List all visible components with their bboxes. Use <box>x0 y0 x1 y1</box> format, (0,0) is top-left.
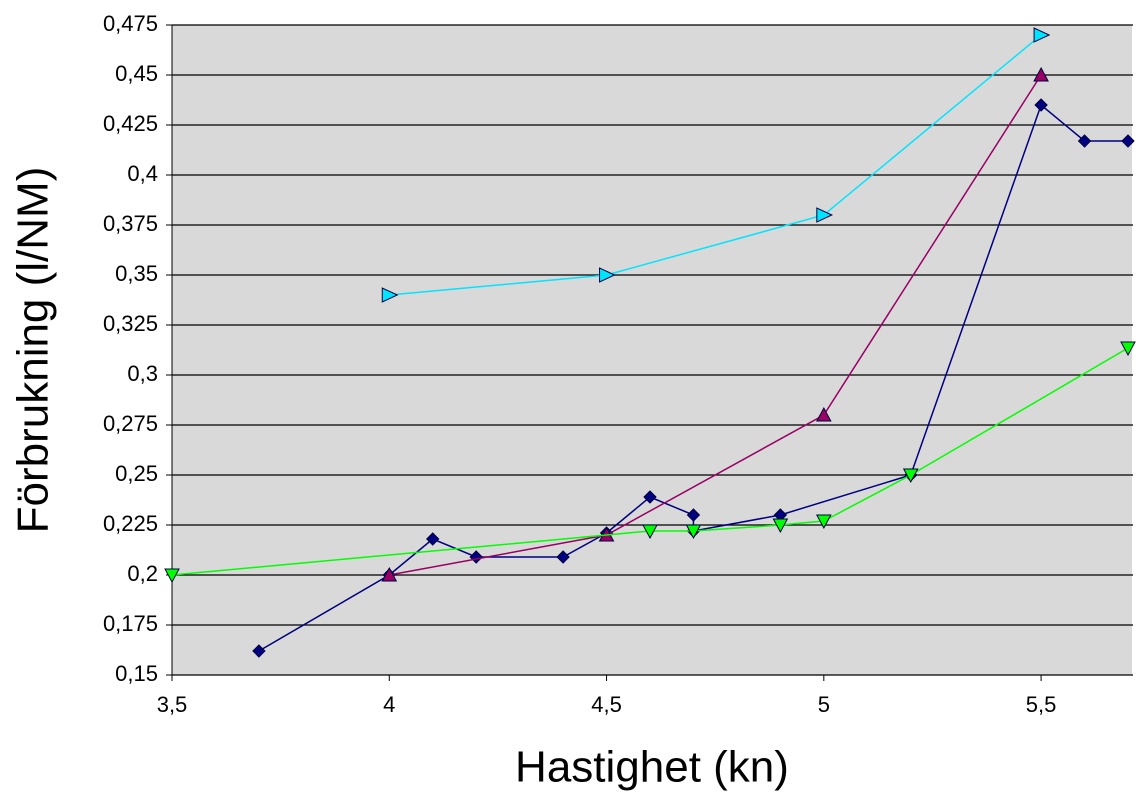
y-tick-label: 0,4 <box>127 161 158 186</box>
data-point <box>1033 27 1051 43</box>
data-point <box>643 490 657 504</box>
y-tick-label: 0,45 <box>115 61 158 86</box>
plot-area <box>172 25 1132 675</box>
data-point <box>815 406 832 422</box>
data-point <box>381 566 398 582</box>
y-tick-label: 0,2 <box>127 561 158 586</box>
series-line <box>389 74 1042 576</box>
y-tick-label: 0,275 <box>103 411 158 436</box>
data-point <box>426 532 440 546</box>
data-point <box>685 524 702 540</box>
y-tick-label: 0,325 <box>103 311 158 336</box>
x-tick-label: 5 <box>818 692 830 717</box>
data-point <box>816 207 834 223</box>
x-tick-label: 3,5 <box>157 692 188 717</box>
y-tick-label: 0,35 <box>115 261 158 286</box>
data-point <box>252 644 266 658</box>
data-point <box>815 514 832 530</box>
series-line <box>258 103 1128 652</box>
data-point <box>1034 98 1048 112</box>
y-tick-label: 0,15 <box>115 661 158 686</box>
y-tick-label: 0,225 <box>103 511 158 536</box>
data-point <box>381 287 399 303</box>
data-point <box>902 468 919 484</box>
data-point <box>772 518 789 534</box>
x-tick-label: 4,5 <box>591 692 622 717</box>
data-point <box>1121 134 1135 148</box>
y-tick-label: 0,475 <box>103 11 158 36</box>
y-tick-label: 0,175 <box>103 611 158 636</box>
series-line <box>389 34 1042 296</box>
data-point <box>1077 134 1092 148</box>
y-tick-label: 0,425 <box>103 111 158 136</box>
y-tick-label: 0,3 <box>127 361 158 386</box>
y-axis-title: Förbrukning (l/NM) <box>9 167 58 534</box>
x-axis-title: Hastighet (kn) <box>515 743 789 792</box>
data-point <box>556 550 570 564</box>
x-tick-label: 4 <box>383 692 395 717</box>
data-point <box>1120 341 1136 357</box>
data-point <box>164 568 180 584</box>
data-point <box>642 524 658 540</box>
data-point <box>686 508 701 522</box>
y-tick-label: 0,375 <box>103 211 158 236</box>
x-tick-label: 5,5 <box>1026 692 1057 717</box>
y-tick-label: 0,25 <box>115 461 158 486</box>
data-point <box>1033 66 1049 82</box>
data-point <box>599 267 616 283</box>
